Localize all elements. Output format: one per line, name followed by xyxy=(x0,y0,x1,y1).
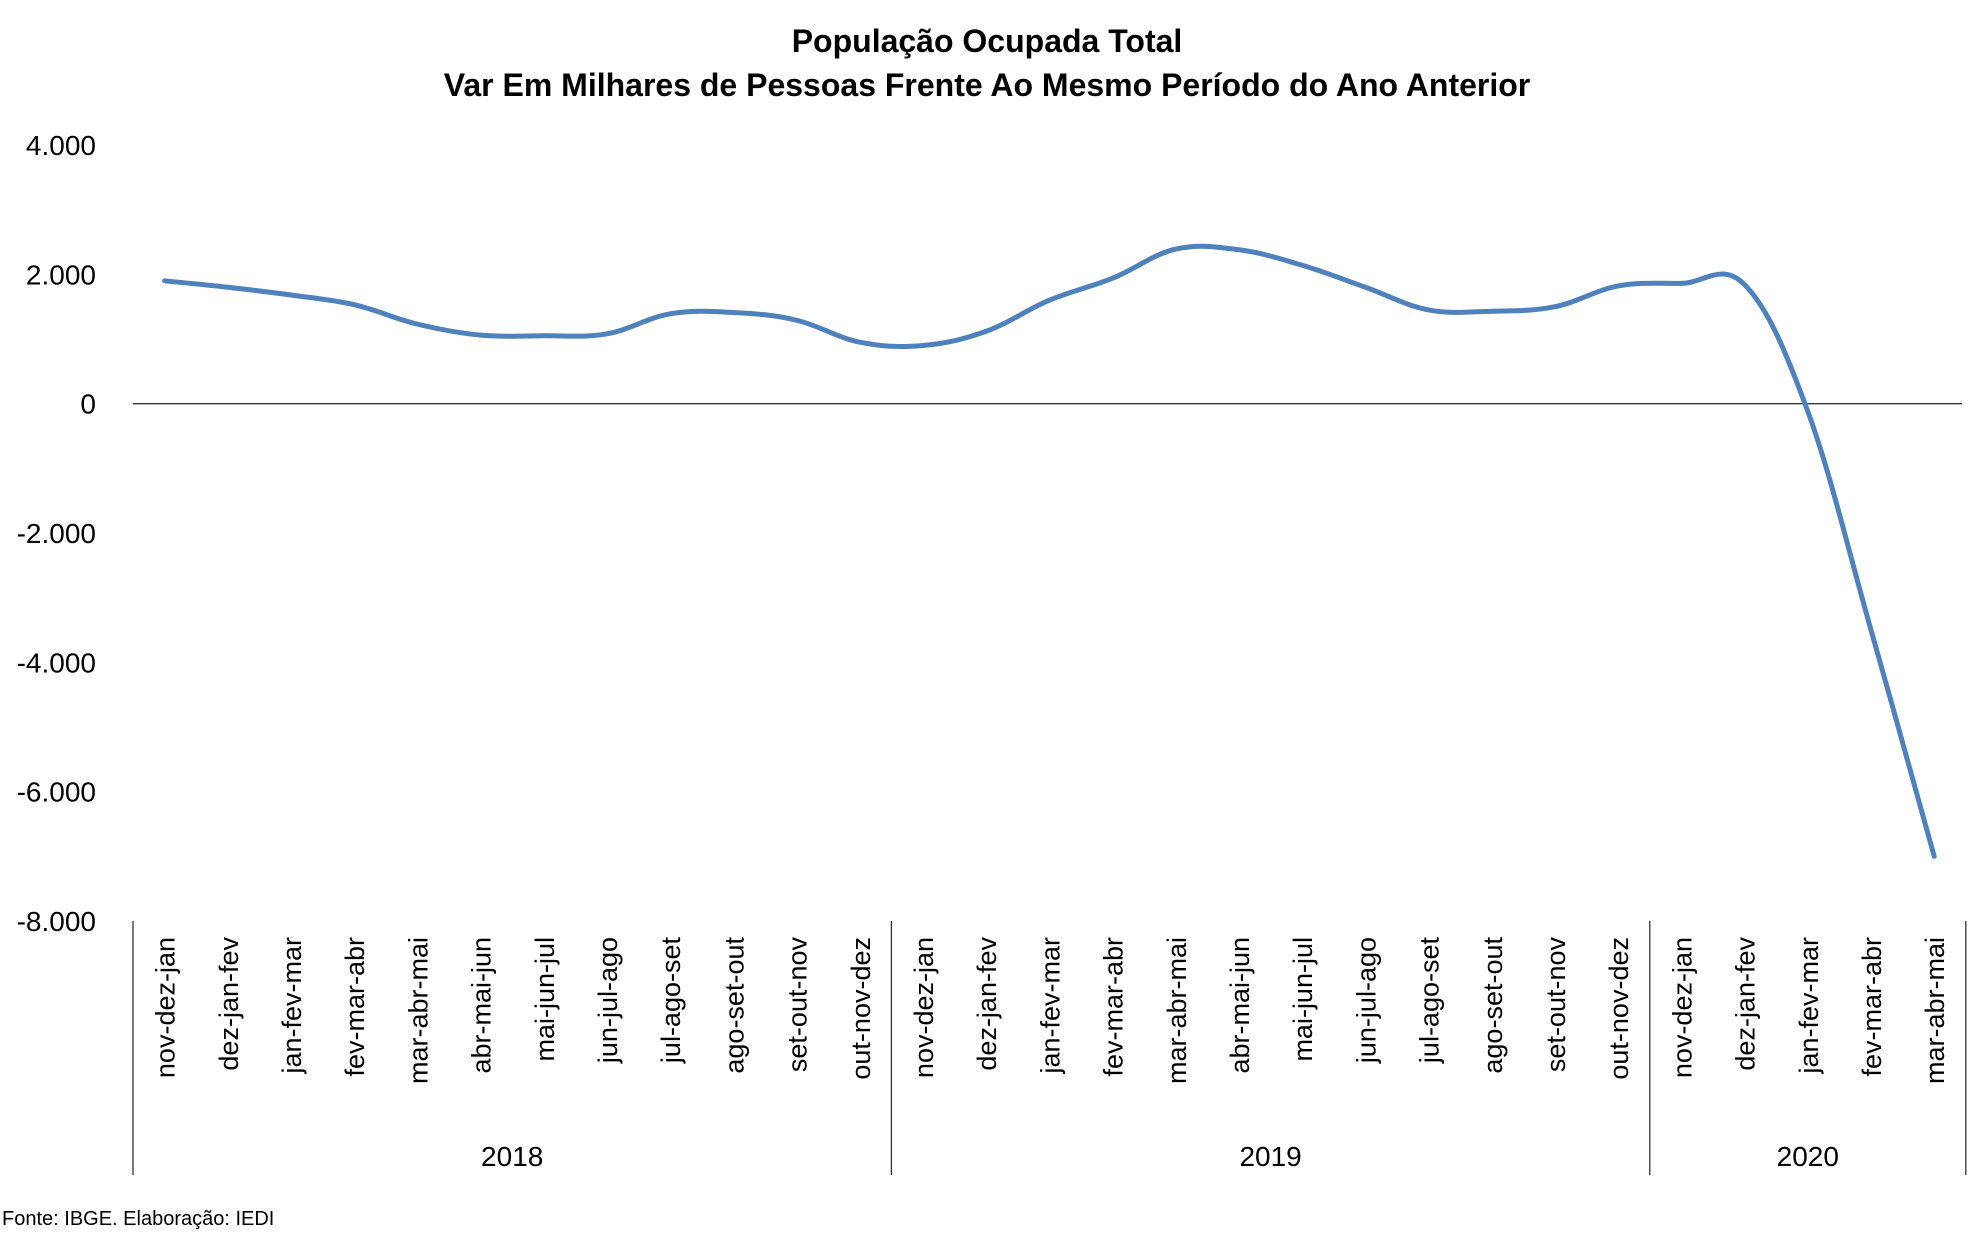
x-tick-label: fev-mar-abr xyxy=(1857,937,1887,1077)
x-tick-label: mai-jun-jul xyxy=(530,937,560,1062)
x-tick-label: fev-mar-abr xyxy=(1099,937,1129,1077)
x-tick-label: abr-mai-jun xyxy=(1225,937,1255,1074)
x-tick-label: jan-fev-mar xyxy=(1794,937,1824,1075)
axes: 4.000 2.000 0 -2.000 -4.000 -6.000 -8.000 2018 2… xyxy=(17,130,1967,1175)
x-axis-labels: nov-dez-jan dez-jan-fev jan-fev-mar fev-mar… xyxy=(151,937,1951,1085)
x-tick-label: mar-abr-mai xyxy=(403,937,433,1084)
x-tick-label: abr-mai-jun xyxy=(467,937,497,1074)
x-tick-label: dez-jan-fev xyxy=(1731,937,1761,1071)
chart-subtitle: Var Em Milhares de Pessoas Frente Ao Mes… xyxy=(444,67,1530,103)
x-tick-label: jun-jul-ago xyxy=(593,937,623,1064)
year-label: 2018 xyxy=(481,1141,543,1172)
y-tick-label: -2.000 xyxy=(17,518,96,549)
year-label: 2019 xyxy=(1239,1141,1301,1172)
y-tick-label: 0 xyxy=(80,389,96,420)
x-tick-label: nov-dez-jan xyxy=(151,937,181,1078)
x-tick-label: out-nov-dez xyxy=(1604,937,1634,1080)
y-tick-label: 2.000 xyxy=(26,259,96,290)
x-tick-label: set-out-nov xyxy=(783,937,813,1073)
x-tick-label: ago-set-out xyxy=(1478,937,1508,1074)
x-tick-label: out-nov-dez xyxy=(846,937,876,1080)
y-tick-label: -8.000 xyxy=(17,906,96,937)
x-tick-label: jan-fev-mar xyxy=(1035,937,1065,1075)
y-tick-label: -6.000 xyxy=(17,777,96,808)
y-tick-label: -4.000 xyxy=(17,647,96,678)
year-label: 2020 xyxy=(1777,1141,1839,1172)
x-tick-label: mar-abr-mai xyxy=(1162,937,1192,1084)
x-tick-label: ago-set-out xyxy=(719,937,749,1074)
x-tick-label: nov-dez-jan xyxy=(1667,937,1697,1078)
x-tick-label: jan-fev-mar xyxy=(277,937,307,1075)
y-tick-label: 4.000 xyxy=(26,130,96,161)
x-tick-label: jul-ago-set xyxy=(1415,937,1445,1065)
x-tick-label: mar-abr-mai xyxy=(1920,937,1950,1084)
source-note: Fonte: IBGE. Elaboração: IEDI xyxy=(2,1208,274,1230)
series-line xyxy=(162,243,1937,859)
x-tick-label: jun-jul-ago xyxy=(1351,937,1381,1064)
x-tick-label: jul-ago-set xyxy=(656,937,686,1065)
x-tick-label: set-out-nov xyxy=(1541,937,1571,1073)
x-tick-label: dez-jan-fev xyxy=(214,937,244,1071)
x-tick-label: nov-dez-jan xyxy=(909,937,939,1078)
x-tick-label: fev-mar-abr xyxy=(340,937,370,1077)
series-layer xyxy=(162,243,1937,859)
chart-title: População Ocupada Total xyxy=(792,23,1183,59)
x-tick-label: mai-jun-jul xyxy=(1288,937,1318,1062)
x-tick-label: dez-jan-fev xyxy=(972,937,1002,1071)
